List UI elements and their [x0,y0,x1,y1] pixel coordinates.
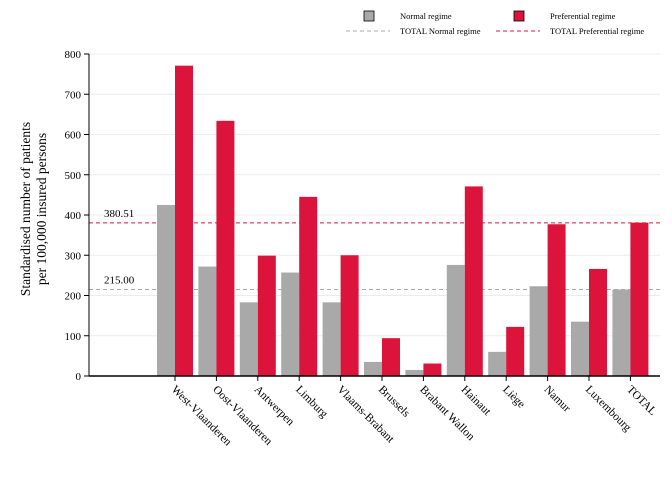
x-tick-label: Namur [541,384,572,415]
x-tick-label: Liège [500,384,527,411]
bar-preferential-6 [423,363,442,376]
bar-normal-4 [322,302,341,376]
bar-preferential-10 [589,268,607,376]
bar-normal-1 [198,266,217,376]
y-axis-label: Standardised number of patientsper 100,0… [18,122,49,296]
bar-preferential-1 [216,120,235,376]
bar-preferential-5 [382,338,400,376]
x-tick-label: Antwerpen [252,384,297,429]
bar-normal-0 [157,204,175,376]
bar-preferential-4 [340,255,359,376]
bars [157,65,649,377]
reference-line-label: 380.51 [104,208,134,220]
y-tick-label: 200 [65,291,82,303]
x-tick-labels: West-VlaanderenOost-VlaanderenAntwerpenL… [169,384,659,449]
bar-normal-8 [488,351,507,376]
y-tick-label: 300 [65,250,82,262]
bar-normal-11 [612,289,631,376]
y-tick-label: 400 [65,210,82,222]
legend-label: TOTAL Preferential regime [550,26,644,36]
x-tick-label: Limburg [293,384,330,421]
legend-swatch [363,10,375,22]
bar-preferential-0 [175,65,193,377]
legend-swatch [513,10,525,22]
x-tick-label: Brussels [376,384,412,420]
bar-normal-7 [446,264,465,376]
legend-label: Normal regime [400,11,452,21]
bar-preferential-8 [506,326,525,376]
reference-line-label: 215.00 [104,274,135,286]
bar-normal-6 [405,369,424,376]
bar-preferential-9 [547,224,566,376]
y-tick-labels: 0 100 200 300 400 500 600 700 800 [65,49,82,383]
y-tick-label: 500 [65,170,82,182]
y-tick-label: 100 [65,331,82,343]
x-tick-label: TOTAL [624,384,658,418]
x-tick-label: Hainaut [459,384,494,419]
y-axis-label-line: Standardised number of patients [18,122,33,296]
y-tick-label: 600 [65,130,82,142]
bar-preferential-3 [299,196,318,376]
axes [84,53,660,381]
bar-normal-2 [239,302,258,376]
legend: Normal regime Preferential regime TOTAL No… [346,10,644,36]
y-tick-label: 800 [65,49,82,61]
y-tick-label: 0 [76,371,82,383]
legend-label: TOTAL Normal regime [400,26,481,36]
bar-normal-3 [281,272,300,376]
bar-normal-5 [364,361,382,376]
bar-preferential-11 [630,222,649,376]
bar-preferential-2 [257,255,276,376]
reference-lines: 215.00 380.51 [89,208,660,290]
legend-label: Preferential regime [550,11,616,21]
y-tick-label: 700 [65,89,82,101]
bar-normal-10 [571,321,589,376]
bar-preferential-7 [464,186,483,376]
bar-normal-9 [529,286,548,376]
y-axis-label-line: per 100,000 insured persons [34,133,49,285]
